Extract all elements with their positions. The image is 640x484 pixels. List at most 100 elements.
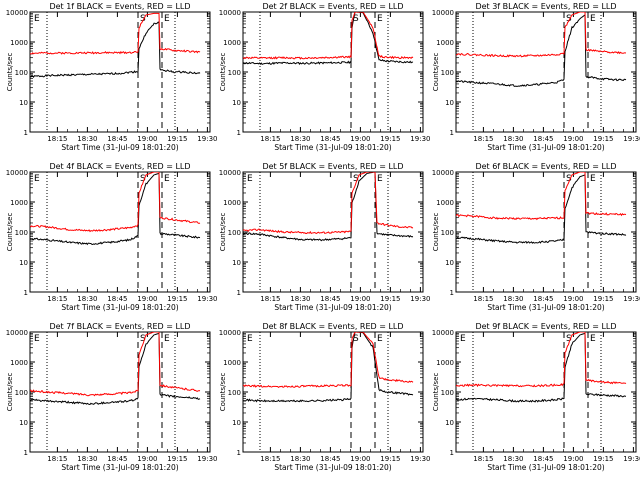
- y-tick-label: 10000: [219, 169, 241, 177]
- y-axis-label: Counts/sec: [432, 53, 440, 92]
- y-tick-label: 1: [24, 449, 28, 457]
- plot-frame: [29, 171, 211, 293]
- y-tick-label: 10000: [6, 329, 28, 337]
- y-axis-label: Counts/sec: [219, 373, 227, 412]
- x-tick-label: 19:00: [563, 455, 583, 463]
- y-axis-label: Counts/sec: [6, 53, 14, 92]
- marker-label-s: S: [140, 14, 146, 24]
- panel-det-3: Det 3f BLACK = Events, RED = LLD 1 10 100 10…: [432, 2, 640, 152]
- x-tick-label: 19:30: [623, 135, 640, 143]
- x-axis-label: Start Time (31-Jul-09 18:01:20): [61, 463, 178, 472]
- y-tick-label: 100: [228, 229, 241, 237]
- x-axis-label: Start Time (31-Jul-09 18:01:20): [487, 303, 604, 312]
- x-tick-label: 19:30: [197, 455, 217, 463]
- y-axis-label: Counts/sec: [432, 213, 440, 252]
- y-tick-label: 10000: [219, 9, 241, 17]
- y-tick-label: 1: [450, 289, 454, 297]
- x-tick-label: 19:15: [380, 455, 400, 463]
- marker-label-s: S: [353, 14, 359, 24]
- marker-label-e: E: [590, 14, 596, 24]
- series-line-lld: [243, 172, 414, 235]
- x-tick-label: 18:15: [473, 295, 493, 303]
- y-tick-label: 1000: [10, 359, 28, 367]
- panel-title: Det 1f BLACK = Events, RED = LLD: [49, 2, 190, 11]
- y-tick-label: 1000: [223, 199, 241, 207]
- x-axis-label: Start Time (31-Jul-09 18:01:20): [274, 303, 391, 312]
- x-axis-label: Start Time (31-Jul-09 18:01:20): [487, 143, 604, 152]
- x-tick-label: 18:45: [107, 135, 127, 143]
- y-tick-label: 10000: [432, 9, 454, 17]
- plot-frame: [455, 171, 637, 293]
- y-tick-label: 1: [24, 129, 28, 137]
- x-tick-label: 19:30: [197, 295, 217, 303]
- x-tick-label: 18:45: [533, 455, 553, 463]
- panel-det-4: Det 4f BLACK = Events, RED = LLD 1 10 100 10…: [6, 162, 218, 312]
- panel-det-7: Det 7f BLACK = Events, RED = LLD 1 10 100 10…: [6, 322, 218, 472]
- x-tick-label: 19:15: [167, 135, 187, 143]
- y-tick-label: 100: [441, 389, 454, 397]
- y-tick-label: 10000: [219, 329, 241, 337]
- series-line-lld: [456, 12, 627, 58]
- y-axis-label: Counts/sec: [6, 213, 14, 252]
- x-tick-label: 19:30: [197, 135, 217, 143]
- x-tick-label: 19:15: [593, 295, 613, 303]
- x-tick-label: 18:30: [290, 455, 310, 463]
- x-tick-label: 19:15: [167, 455, 187, 463]
- y-axis-label: Counts/sec: [219, 53, 227, 92]
- y-tick-label: 10: [19, 419, 28, 427]
- x-tick-label: 18:30: [77, 135, 97, 143]
- series-line-events: [243, 172, 414, 242]
- x-tick-label: 18:15: [473, 455, 493, 463]
- panel-title: Det 6f BLACK = Events, RED = LLD: [475, 162, 616, 171]
- panel-det-2: Det 2f BLACK = Events, RED = LLD 1 10 100 10…: [219, 2, 431, 152]
- x-axis-label: Start Time (31-Jul-09 18:01:20): [61, 143, 178, 152]
- x-tick-label: 19:00: [563, 135, 583, 143]
- panel-title: Det 8f BLACK = Events, RED = LLD: [262, 322, 403, 331]
- y-tick-label: 1000: [10, 199, 28, 207]
- marker-label-e: E: [34, 334, 40, 344]
- x-tick-label: 18:45: [107, 455, 127, 463]
- marker-label-s: S: [353, 174, 359, 184]
- series-line-lld: [456, 172, 627, 221]
- series-line-events: [243, 12, 414, 66]
- y-tick-label: 10000: [6, 169, 28, 177]
- y-tick-label: 100: [228, 69, 241, 77]
- x-tick-label: 19:00: [350, 455, 370, 463]
- panel-det-1: Det 1f BLACK = Events, RED = LLD 1 10 100 10…: [6, 2, 218, 152]
- series-line-events: [30, 332, 201, 406]
- x-tick-label: 19:30: [410, 135, 430, 143]
- x-tick-label: 18:15: [47, 295, 67, 303]
- x-tick-label: 19:00: [137, 455, 157, 463]
- marker-label-s: S: [353, 334, 359, 344]
- y-tick-label: 1: [237, 449, 241, 457]
- series-line-lld: [456, 332, 627, 388]
- y-tick-label: 100: [228, 389, 241, 397]
- y-tick-label: 10: [232, 259, 241, 267]
- x-tick-label: 18:30: [290, 135, 310, 143]
- x-tick-label: 19:00: [137, 295, 157, 303]
- marker-label-e: E: [377, 334, 383, 344]
- series-line-events: [30, 172, 201, 246]
- y-tick-label: 10: [445, 419, 454, 427]
- y-tick-label: 10000: [432, 329, 454, 337]
- series-line-events: [456, 174, 627, 244]
- x-tick-label: 19:00: [137, 135, 157, 143]
- x-tick-label: 18:45: [533, 135, 553, 143]
- y-tick-label: 1000: [436, 199, 454, 207]
- x-tick-label: 18:45: [320, 135, 340, 143]
- marker-label-e: E: [590, 334, 596, 344]
- y-tick-label: 100: [441, 229, 454, 237]
- marker-label-e: E: [377, 14, 383, 24]
- x-tick-label: 19:15: [167, 295, 187, 303]
- y-tick-label: 1: [237, 129, 241, 137]
- plot-frame: [455, 331, 637, 453]
- y-tick-label: 1000: [436, 359, 454, 367]
- x-axis-label: Start Time (31-Jul-09 18:01:20): [274, 463, 391, 472]
- plot-frame: [242, 11, 424, 133]
- series-line-lld: [30, 12, 201, 55]
- x-tick-label: 19:00: [563, 295, 583, 303]
- y-tick-label: 1000: [223, 359, 241, 367]
- panel-title: Det 2f BLACK = Events, RED = LLD: [262, 2, 403, 11]
- y-axis-label: Counts/sec: [432, 373, 440, 412]
- marker-label-e: E: [247, 334, 253, 344]
